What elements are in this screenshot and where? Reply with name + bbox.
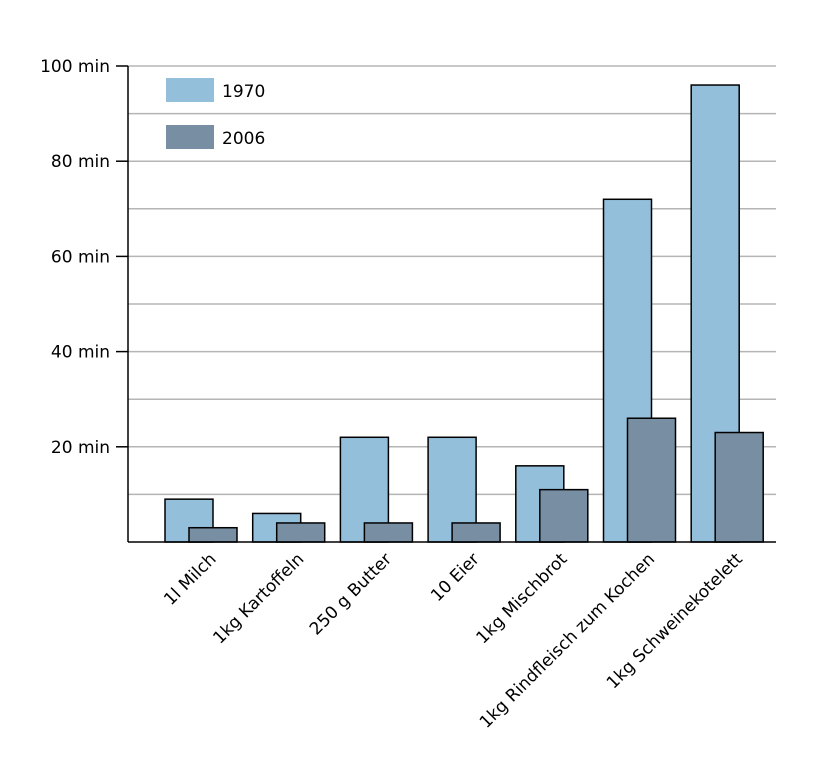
legend: 1970 2006	[166, 78, 265, 149]
bars	[164, 84, 764, 543]
y-tick-label-40: 40 min	[51, 343, 110, 363]
legend-label-2006: 2006	[222, 129, 265, 149]
legend-swatch-1970	[166, 78, 214, 102]
legend-swatch-2006	[166, 125, 214, 149]
bar-2006-2	[363, 522, 414, 543]
bar-2006-6	[714, 431, 764, 543]
bar-2006-4	[539, 488, 589, 543]
x-category-label-0: 1l Milch	[160, 549, 220, 609]
y-tick-label-100: 100 min	[40, 57, 110, 77]
y-tick-label-20: 20 min	[51, 438, 110, 458]
x-category-label-3: 10 Eier	[427, 549, 484, 606]
y-tick-label-60: 60 min	[51, 247, 110, 267]
bar-2006-1	[275, 522, 326, 543]
bar-2006-0	[188, 526, 238, 543]
x-category-label-4: 1kg Mischbrot	[473, 549, 572, 648]
axes	[127, 66, 776, 543]
x-category-label-2: 250 g Butter	[306, 549, 396, 639]
x-category-label-1: 1kg Kartoffeln	[209, 549, 308, 648]
x-category-label-5: 1kg Rindfleisch zum Kochen	[476, 549, 659, 732]
gridlines	[128, 65, 776, 496]
legend-label-1970: 1970	[222, 82, 265, 102]
bar-2006-3	[451, 522, 501, 543]
y-ticks: 20 min 40 min 60 min 80 min 100 min	[40, 57, 128, 458]
bar-2006-5	[626, 417, 677, 543]
y-tick-label-80: 80 min	[51, 152, 110, 172]
